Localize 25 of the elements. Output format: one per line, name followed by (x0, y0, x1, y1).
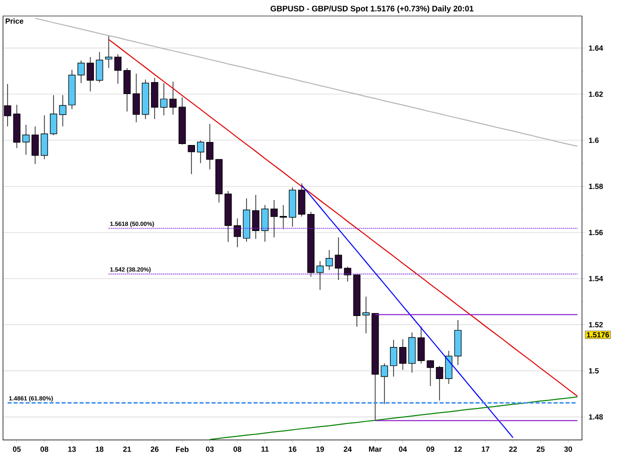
candlestick (261, 204, 269, 242)
candlestick (399, 338, 406, 370)
candlestick (22, 124, 30, 156)
candlestick (252, 194, 260, 240)
candlestick (59, 94, 66, 127)
candlestick (196, 140, 204, 164)
candlestick (380, 363, 388, 404)
candlestick (316, 260, 324, 290)
chart-title: GBPUSD - GBP/USD Spot 1.5176 (+0.73%) Daily 20:01 (270, 6, 474, 13)
candlestick (206, 123, 214, 170)
candlestick (123, 68, 131, 112)
candlestick (105, 35, 112, 69)
line-series (301, 184, 514, 438)
candlestick (132, 73, 140, 123)
candlestick (334, 236, 342, 280)
candlestick (169, 81, 177, 116)
candlestick (436, 366, 444, 401)
candlestick (114, 54, 122, 84)
candlestick (362, 296, 370, 334)
candlestick (445, 350, 452, 384)
candlestick (50, 94, 58, 136)
candlestick (188, 144, 196, 175)
candlestick (326, 250, 333, 270)
candlestick (390, 340, 398, 377)
candlestick (96, 52, 104, 83)
